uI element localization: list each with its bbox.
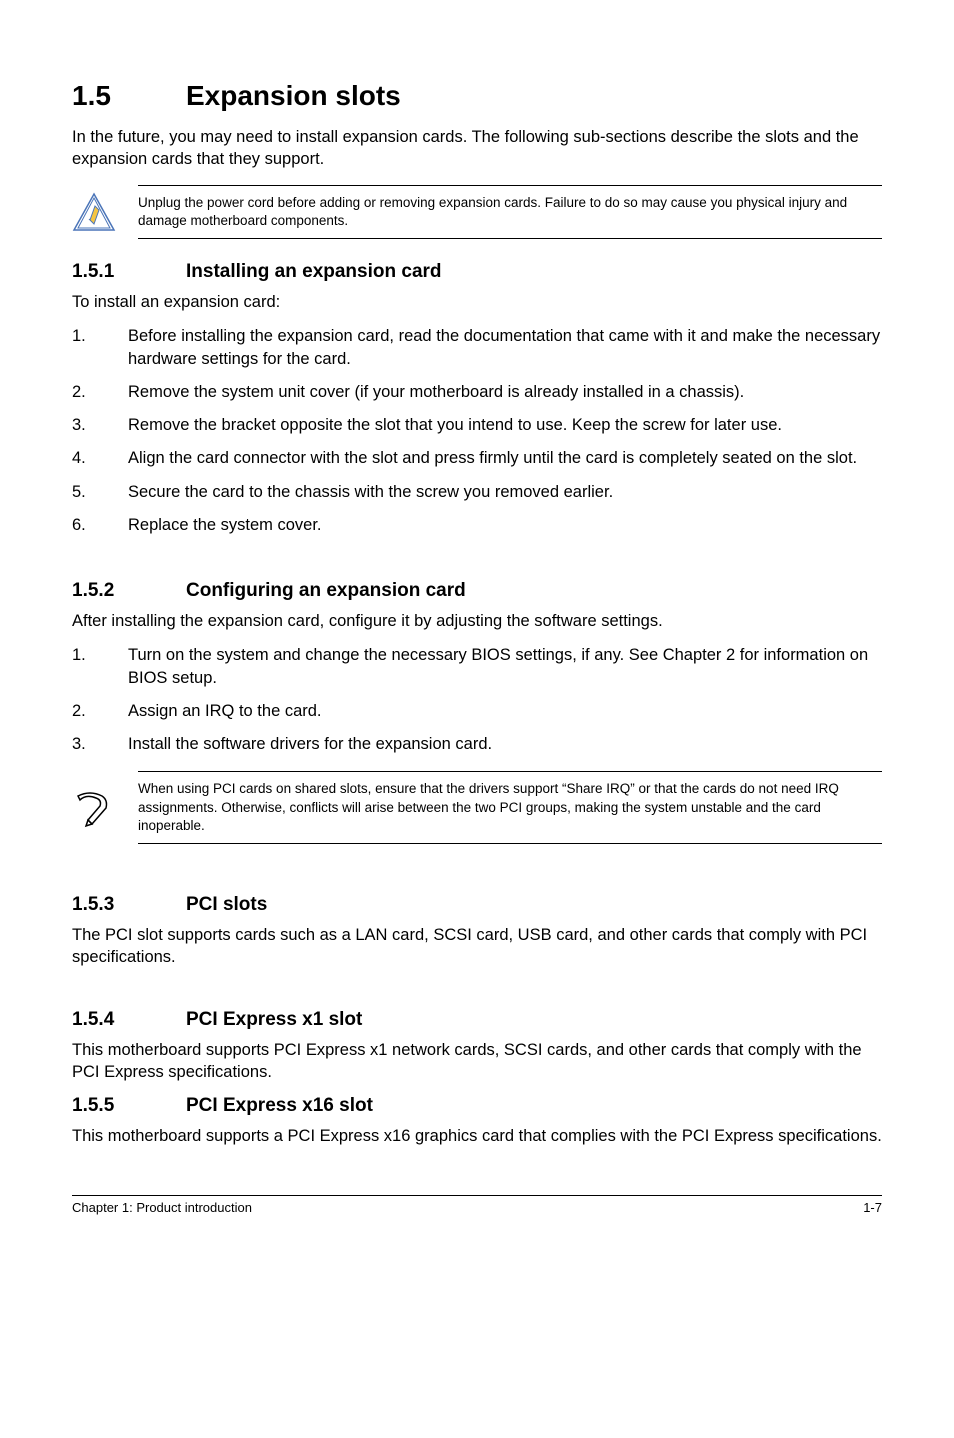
- warning-callout: Unplug the power cord before adding or r…: [72, 185, 882, 239]
- list-number: 5.: [72, 481, 128, 503]
- subsection-heading: 1.5.5 PCI Express x16 slot: [72, 1095, 882, 1117]
- note-callout: When using PCI cards on shared slots, en…: [72, 771, 882, 844]
- page-footer: Chapter 1: Product introduction 1-7: [72, 1195, 882, 1215]
- subsection-lead: To install an expansion card:: [72, 291, 882, 313]
- list-number: 1.: [72, 325, 128, 370]
- note-icon: [72, 788, 120, 828]
- list-text: Secure the card to the chassis with the …: [128, 481, 882, 503]
- subsection-title: PCI Express x16 slot: [186, 1095, 373, 1117]
- list-text: Install the software drivers for the exp…: [128, 733, 882, 755]
- list-number: 1.: [72, 644, 128, 689]
- subsection-lead: After installing the expansion card, con…: [72, 610, 882, 632]
- list-item: 1.Before installing the expansion card, …: [72, 325, 882, 370]
- list-number: 3.: [72, 733, 128, 755]
- subsection-heading: 1.5.3 PCI slots: [72, 894, 882, 916]
- list-text: Remove the bracket opposite the slot tha…: [128, 414, 882, 436]
- list-text: Remove the system unit cover (if your mo…: [128, 381, 882, 403]
- subsection-title: PCI Express x1 slot: [186, 1009, 362, 1031]
- list-number: 6.: [72, 514, 128, 536]
- list-text: Assign an IRQ to the card.: [128, 700, 882, 722]
- list-item: 5.Secure the card to the chassis with th…: [72, 481, 882, 503]
- subsection-heading: 1.5.2 Configuring an expansion card: [72, 580, 882, 602]
- warning-icon: [72, 192, 120, 232]
- subsection-number: 1.5.3: [72, 894, 186, 916]
- list-number: 3.: [72, 414, 128, 436]
- subsection-heading: 1.5.1 Installing an expansion card: [72, 261, 882, 283]
- subsection-body: This motherboard supports PCI Express x1…: [72, 1039, 882, 1084]
- list-text: Turn on the system and change the necess…: [128, 644, 882, 689]
- list-text: Replace the system cover.: [128, 514, 882, 536]
- section-number: 1.5: [72, 80, 186, 112]
- configure-steps-list: 1.Turn on the system and change the nece…: [72, 644, 882, 755]
- subsection-body: The PCI slot supports cards such as a LA…: [72, 924, 882, 969]
- warning-text: Unplug the power cord before adding or r…: [138, 185, 882, 239]
- subsection-number: 1.5.5: [72, 1095, 186, 1117]
- list-item: 3.Remove the bracket opposite the slot t…: [72, 414, 882, 436]
- subsection-number: 1.5.2: [72, 580, 186, 602]
- list-item: 2.Remove the system unit cover (if your …: [72, 381, 882, 403]
- subsection-heading: 1.5.4 PCI Express x1 slot: [72, 1009, 882, 1031]
- footer-left: Chapter 1: Product introduction: [72, 1200, 252, 1215]
- list-number: 2.: [72, 700, 128, 722]
- list-item: 3.Install the software drivers for the e…: [72, 733, 882, 755]
- install-steps-list: 1.Before installing the expansion card, …: [72, 325, 882, 536]
- note-text: When using PCI cards on shared slots, en…: [138, 771, 882, 844]
- list-item: 2.Assign an IRQ to the card.: [72, 700, 882, 722]
- section-heading: 1.5 Expansion slots: [72, 80, 882, 112]
- subsection-number: 1.5.1: [72, 261, 186, 283]
- list-number: 4.: [72, 447, 128, 469]
- list-text: Before installing the expansion card, re…: [128, 325, 882, 370]
- list-text: Align the card connector with the slot a…: [128, 447, 882, 469]
- subsection-number: 1.5.4: [72, 1009, 186, 1031]
- list-item: 1.Turn on the system and change the nece…: [72, 644, 882, 689]
- footer-right: 1-7: [863, 1200, 882, 1215]
- subsection-title: Installing an expansion card: [186, 261, 442, 283]
- section-title: Expansion slots: [186, 80, 401, 112]
- list-item: 6.Replace the system cover.: [72, 514, 882, 536]
- subsection-title: Configuring an expansion card: [186, 580, 466, 602]
- list-item: 4.Align the card connector with the slot…: [72, 447, 882, 469]
- list-number: 2.: [72, 381, 128, 403]
- intro-paragraph: In the future, you may need to install e…: [72, 126, 882, 171]
- subsection-body: This motherboard supports a PCI Express …: [72, 1125, 882, 1147]
- subsection-title: PCI slots: [186, 894, 267, 916]
